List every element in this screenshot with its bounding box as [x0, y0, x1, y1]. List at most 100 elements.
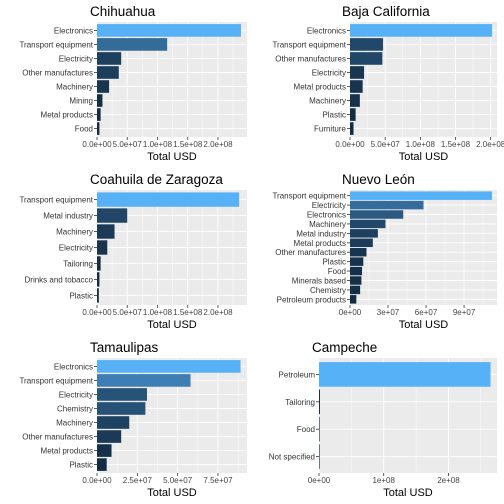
x-axis-label: Total USD: [383, 487, 433, 499]
bar-tailoring: [97, 256, 101, 270]
category-label: Electronics: [54, 362, 93, 371]
category-label: Electricity: [59, 244, 93, 253]
x-tick-label: 2.0e+08: [203, 308, 233, 317]
category-label: Electronics: [307, 26, 346, 35]
bar-transport-equipment: [97, 192, 239, 206]
category-label: Chemistry: [57, 404, 93, 413]
bar-other-manufactures: [350, 52, 382, 65]
category-label: Machinery: [56, 419, 93, 428]
category-label: Transport equipment: [19, 376, 93, 385]
x-axis-label: Total USD: [399, 319, 449, 331]
bar-metal-industry: [350, 229, 378, 237]
bar-electricity: [350, 201, 424, 209]
category-label: Other manufactures: [275, 248, 346, 257]
bar-machinery: [350, 220, 385, 228]
category-label: Metal products: [41, 111, 93, 120]
category-label: Tailoring: [63, 259, 93, 268]
category-label: Machinery: [309, 97, 346, 106]
panel-campeche: Campeche Petroleum Tailoring Food Not specif…: [269, 340, 497, 499]
category-label: Other manufactures: [22, 68, 93, 77]
bar-food: [350, 267, 362, 275]
category-label: Metal industry: [296, 229, 346, 238]
category-label: Chemistry: [310, 286, 346, 295]
category-label: Tailoring: [285, 398, 315, 407]
bar-other-manufactures: [350, 248, 366, 256]
category-label: Food: [328, 267, 346, 276]
bar-plastic: [350, 108, 356, 121]
bar-machinery: [350, 94, 360, 107]
category-label: Metal industry: [43, 212, 93, 221]
panel-title: Chihuahua: [90, 4, 156, 19]
category-label: Plastic: [69, 291, 93, 300]
x-tick-label: 1.5e+08: [173, 308, 203, 317]
x-tick-label: 5.0e+07: [163, 476, 193, 485]
bar-transport-equipment: [350, 38, 383, 51]
x-tick-label: 0.0e+00: [82, 140, 112, 149]
panel-nuevo-le-n: Nuevo León Transport equipmentElectricity…: [272, 172, 497, 331]
x-tick-label: 1e+08: [372, 476, 395, 485]
category-label: Transport equipment: [19, 40, 93, 49]
bar-food: [319, 417, 320, 442]
bar-petroleum-products: [350, 295, 356, 303]
category-label: Electricity: [59, 390, 93, 399]
x-tick-label: 0.0e+00: [82, 308, 112, 317]
category-label: Mining: [69, 97, 93, 106]
category-label: Plastic: [322, 111, 346, 120]
x-tick-label: 5.0e+07: [113, 140, 143, 149]
bar-drinks-and-tobacco: [97, 272, 99, 286]
category-label: Metal products: [294, 83, 346, 92]
bar-metal-products: [97, 444, 112, 457]
category-label: Metal products: [41, 447, 93, 456]
bar-transport-equipment: [350, 191, 492, 199]
category-label: Electricity: [312, 201, 346, 210]
bar-electronics: [97, 24, 241, 37]
category-label: Petroleum: [279, 370, 316, 379]
x-tick-label: 0e+00: [339, 308, 362, 317]
x-tick-label: 0.0e+00: [335, 140, 365, 149]
category-label: Transport equipment: [272, 192, 346, 201]
bar-other-manufactures: [97, 66, 119, 79]
category-label: Food: [297, 425, 315, 434]
bar-chemistry: [97, 402, 145, 415]
category-label: Minerals based: [292, 276, 346, 285]
bar-machinery: [97, 80, 109, 93]
panel-title: Baja California: [342, 4, 430, 19]
bar-minerals-based: [350, 276, 361, 284]
category-label: Electricity: [59, 54, 93, 63]
panel-chihuahua: Chihuahua Electronics Transport equipment E…: [19, 4, 247, 163]
x-tick-label: 5.0e+07: [371, 140, 401, 149]
category-label: Not specified: [269, 453, 315, 462]
x-axis-label: Total USD: [147, 151, 197, 163]
x-tick-label: 2.0e+08: [476, 140, 504, 149]
x-tick-label: 7.5e+07: [203, 476, 233, 485]
panel-title: Tamaulipas: [90, 340, 159, 355]
category-label: Drinks and tobacco: [25, 275, 94, 284]
bar-electronics: [97, 360, 241, 373]
bar-food: [97, 122, 99, 135]
x-tick-label: 9e+07: [453, 308, 476, 317]
bar-chemistry: [350, 286, 360, 294]
bar-metal-products: [350, 80, 363, 93]
category-label: Machinery: [56, 228, 93, 237]
bar-petroleum: [319, 362, 491, 387]
bar-not-specified: [319, 444, 320, 469]
category-label: Other manufactures: [22, 433, 93, 442]
bar-tailoring: [319, 389, 320, 414]
x-axis-label: Total USD: [399, 151, 449, 163]
bar-metal-industry: [97, 208, 127, 222]
bar-transport-equipment: [97, 374, 191, 387]
panel-title: Campeche: [312, 340, 377, 355]
bar-other-manufactures: [97, 430, 121, 443]
bar-transport-equipment: [97, 38, 167, 51]
category-label: Plastic: [322, 258, 346, 267]
bar-machinery: [97, 416, 129, 429]
bar-mining: [97, 94, 102, 107]
panel-title: Nuevo León: [342, 172, 415, 187]
category-label: Machinery: [309, 220, 346, 229]
x-tick-label: 1.0e+08: [406, 140, 436, 149]
x-tick-label: 0.0e+00: [82, 476, 112, 485]
x-tick-label: 0e+00: [308, 476, 331, 485]
bar-furniture: [350, 122, 354, 135]
category-label: Petroleum products: [277, 295, 346, 304]
